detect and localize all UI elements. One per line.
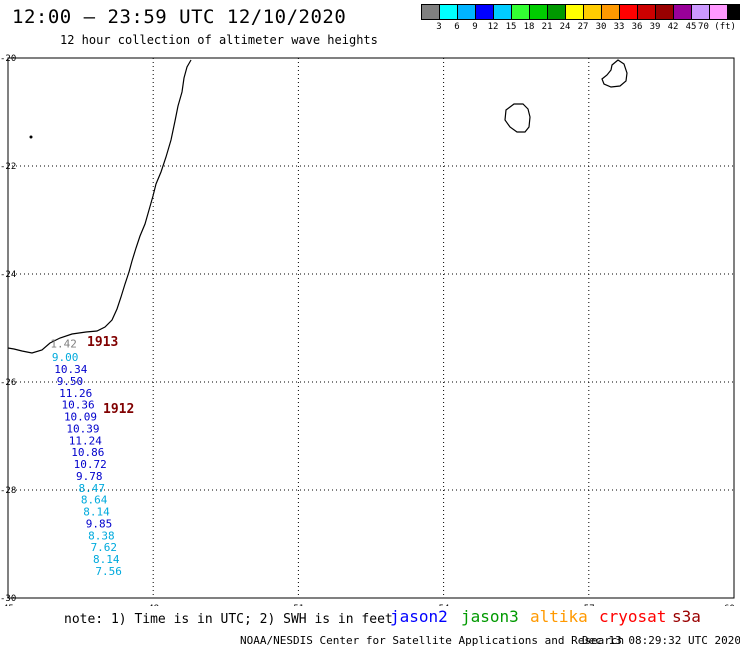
swh-value: 9.50 [57,375,84,388]
swh-value: 11.24 [69,434,102,447]
colorbar-label: 70 (ft) [698,22,736,32]
satellite-cryosat: cryosat [599,607,667,626]
swh-value: 10.86 [71,446,104,459]
satellite-jason3: jason3 [461,607,519,626]
swh-value: 8.47 [78,482,105,495]
swh-value: 9.00 [52,351,79,364]
lon-tick-label: 54 [439,604,450,606]
colorbar [421,4,740,20]
swh-value: 10.39 [66,422,99,435]
reunion-island [504,103,531,133]
colorbar-label: 21 [541,22,553,32]
colorbar-labels: 3 6 9 12 15 18 21 24 27 30 33 36 39 42 45 70 (ft) [421,22,740,34]
islet [29,135,33,139]
map-frame [7,57,735,599]
swh-value: 1.42 [50,338,77,351]
satellite-altika: altika [530,607,588,626]
swh-value: 7.62 [91,541,118,554]
colorbar-label: 15 [505,22,517,32]
map-title: 12:00 – 23:59 UTC 12/10/2020 [12,6,347,28]
lon-tick-label: 57 [584,604,595,606]
swh-value: 10.72 [74,458,107,471]
generated-timestamp: Dec 13 08:29:32 UTC 2020 [582,634,740,647]
mauritius-island [601,59,628,88]
colorbar-label: 24 [559,22,571,32]
lat-tick-label: -20 [0,54,16,64]
lat-tick-label: -28 [0,486,16,496]
map-grid [7,57,735,599]
colorbar-label: 9 [472,22,478,32]
swh-value: 7.56 [95,565,122,578]
colorbar-label: 33 [613,22,625,32]
colorbar-label: 12 [487,22,499,32]
satellite-jason2: jason2 [390,607,448,626]
colorbar-label: 27 [577,22,589,32]
lon-tick-label: 45 [3,604,14,606]
swh-observations: 1.429.0010.349.5011.2610.3610.0910.3911.… [50,338,122,578]
swh-value: 8.38 [88,529,115,542]
pass-label-1912: 1912 [103,402,134,417]
swh-value: 8.14 [83,506,110,519]
colorbar-label: 36 [631,22,643,32]
satellite-s3a: s3a [672,607,701,626]
lat-tick-label: -24 [0,270,16,280]
colorbar-label: 6 [454,22,460,32]
swh-value: 10.09 [64,411,97,424]
lon-tick-label: 60 [724,604,735,606]
altimeter-map: 454851545760-20-22-24-26-28-30 1.429.001… [0,54,735,606]
pass-label-1913: 1913 [87,335,118,350]
credit-text: NOAA/NESDIS Center for Satellite Applica… [240,634,625,647]
madagascar-coastline [7,59,192,354]
lon-tick-label: 51 [293,604,304,606]
colorbar-label: 42 [667,22,679,32]
lat-tick-label: -30 [0,594,16,604]
colorbar-label: 39 [649,22,661,32]
lat-tick-label: -22 [0,162,16,172]
swh-value: 9.78 [76,470,103,483]
lon-tick-label: 48 [148,604,159,606]
swh-value: 8.14 [93,553,120,566]
swh-value: 9.85 [86,517,113,530]
swh-value: 10.36 [62,399,95,412]
note-text: note: 1) Time is in UTC; 2) SWH is in fe… [64,612,393,627]
colorbar-swatch [727,4,740,20]
colorbar-label: 45 [685,22,697,32]
colorbar-label: 3 [436,22,442,32]
map-subtitle: 12 hour collection of altimeter wave hei… [60,33,378,47]
swh-value: 10.34 [54,363,87,376]
colorbar-label: 30 [595,22,607,32]
coastlines [7,59,628,354]
swh-value: 8.64 [81,494,108,507]
pass-labels: 1913 1912 [87,335,134,417]
colorbar-label: 18 [523,22,535,32]
swh-value: 11.26 [59,387,92,400]
axis-labels: 45 48 51 54 57 60 -20 -22 -24 -26 -28 -30 [0,54,735,606]
lat-tick-label: -26 [0,378,16,388]
